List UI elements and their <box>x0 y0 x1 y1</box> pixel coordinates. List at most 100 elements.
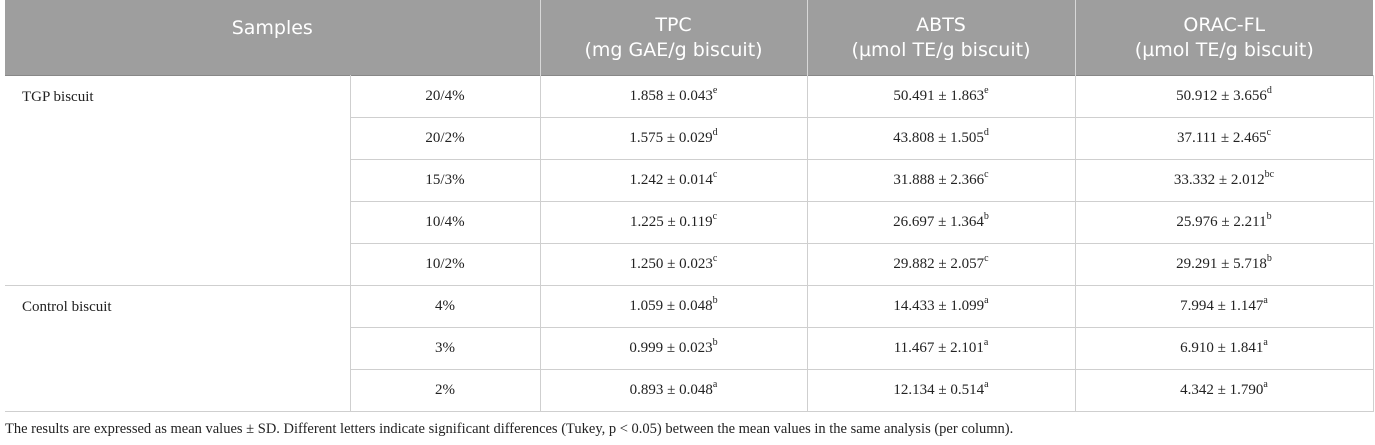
value-text: 26.697 ± 1.364 <box>893 214 984 230</box>
header-title: ORAC-FL <box>1183 13 1266 36</box>
significance-letter: b <box>712 295 718 306</box>
value-text: 1.225 ± 0.119 <box>629 214 713 230</box>
value-cell: 14.433 ± 1.099a <box>806 285 1076 328</box>
value-text: 29.882 ± 2.057 <box>893 256 985 272</box>
value-text: 14.433 ± 1.099 <box>893 298 985 314</box>
header-cell: Samples <box>5 0 541 76</box>
value-text: 0.893 ± 0.048 <box>629 382 713 398</box>
value-cell: 33.332 ± 2.012bc <box>1074 159 1374 202</box>
value-cell: 7.994 ± 1.147a <box>1074 285 1374 328</box>
table-row: TGP biscuit 20/4% 1.858 ± 0.043e 50.491 ± 1… <box>5 75 1374 286</box>
value-text: 1.575 ± 0.029 <box>629 130 713 146</box>
header-cell: ABTS (µmol TE/g biscuit) <box>806 0 1076 76</box>
value-text: 1.242 ± 0.014 <box>629 172 713 188</box>
group-label: Control biscuit <box>5 285 351 412</box>
value-cell: 25.976 ± 2.211b <box>1074 201 1374 244</box>
value-text: 31.888 ± 2.366 <box>893 172 985 188</box>
value-text: 1.059 ± 0.048 <box>629 298 713 314</box>
value-text: 25.976 ± 2.211 <box>1176 214 1267 230</box>
footnote: The results are expressed as mean values… <box>5 421 1014 437</box>
value-cell: 29.882 ± 2.057c <box>806 243 1076 286</box>
value-cell: 1.225 ± 0.119c <box>539 201 808 244</box>
significance-letter: a <box>984 379 989 390</box>
data-table: Samples TPC (mg GAE/g biscuit) ABTS (µmol T… <box>5 0 1374 412</box>
value-cell: 1.242 ± 0.014c <box>539 159 808 202</box>
value-cell: 1.575 ± 0.029d <box>539 117 808 160</box>
value-text: 7.994 ± 1.147 <box>1180 298 1264 314</box>
header-cell: ORAC-FL (µmol TE/g biscuit) <box>1074 0 1374 76</box>
table-row: 2% 0.893 ± 0.048a 12.134 ± 0.514a 4.342 ± 1… <box>5 369 1374 412</box>
significance-letter: b <box>1266 253 1272 264</box>
significance-letter: c <box>984 169 989 180</box>
table-row: 15/3% 1.242 ± 0.014c 31.888 ± 2.366c 33.332… <box>5 159 1374 202</box>
table-row: 20/2% 1.575 ± 0.029d 43.808 ± 1.505d 37.111… <box>5 117 1374 160</box>
sample-cell: 15/3% <box>349 159 541 202</box>
sample-cell: 10/2% <box>349 243 541 286</box>
header-cell: TPC (mg GAE/g biscuit) <box>539 0 808 76</box>
value-text: 33.332 ± 2.012 <box>1173 172 1265 188</box>
value-text: 43.808 ± 1.505 <box>893 130 984 146</box>
significance-letter: bc <box>1264 169 1275 180</box>
value-text: 29.291 ± 5.718 <box>1176 256 1267 272</box>
value-cell: 11.467 ± 2.101a <box>806 327 1076 370</box>
value-cell: 31.888 ± 2.366c <box>806 159 1076 202</box>
header-unit: (µmol TE/g biscuit) <box>1134 38 1314 61</box>
value-cell: 43.808 ± 1.505d <box>806 117 1076 160</box>
significance-letter: e <box>712 85 718 96</box>
value-text: 1.250 ± 0.023 <box>629 256 713 272</box>
value-cell: 1.059 ± 0.048b <box>539 285 808 328</box>
significance-letter: c <box>984 253 989 264</box>
significance-letter: c <box>712 169 718 180</box>
significance-letter: a <box>712 379 718 390</box>
page: Samples TPC (mg GAE/g biscuit) ABTS (µmol T… <box>5 0 1374 437</box>
value-text: 50.491 ± 1.863 <box>893 88 985 104</box>
header-unit: (mg GAE/g biscuit) <box>584 38 763 61</box>
value-cell: 50.912 ± 3.656d <box>1074 75 1374 118</box>
significance-letter: c <box>1266 127 1272 138</box>
sample-cell: 20/4% <box>349 75 541 118</box>
value-text: 4.342 ± 1.790 <box>1180 382 1264 398</box>
table-body: TGP biscuit 20/4% 1.858 ± 0.043e 50.491 ± 1… <box>5 75 1374 412</box>
value-cell: 0.893 ± 0.048a <box>539 369 808 412</box>
value-cell: 29.291 ± 5.718b <box>1074 243 1374 286</box>
significance-letter: d <box>983 127 989 138</box>
header-unit: (µmol TE/g biscuit) <box>851 38 1031 61</box>
value-cell: 6.910 ± 1.841a <box>1074 327 1374 370</box>
value-cell: 1.250 ± 0.023c <box>539 243 808 286</box>
value-text: 12.134 ± 0.514 <box>893 382 985 398</box>
sample-cell: 10/4% <box>349 201 541 244</box>
group-label: TGP biscuit <box>5 75 351 286</box>
sample-cell: 2% <box>349 369 541 412</box>
value-cell: 1.858 ± 0.043e <box>539 75 808 118</box>
table-row: 10/4% 1.225 ± 0.119c 26.697 ± 1.364b 25.976… <box>5 201 1374 244</box>
significance-letter: b <box>983 211 989 222</box>
significance-letter: a <box>983 337 989 348</box>
significance-letter: c <box>712 253 718 264</box>
significance-letter: a <box>984 295 989 306</box>
value-cell: 0.999 ± 0.023b <box>539 327 808 370</box>
table-row: 10/2% 1.250 ± 0.023c 29.882 ± 2.057c 29.291… <box>5 243 1374 286</box>
value-text: 11.467 ± 2.101 <box>893 340 984 356</box>
significance-letter: d <box>1266 85 1272 96</box>
value-text: 1.858 ± 0.043 <box>629 88 713 104</box>
value-cell: 50.491 ± 1.863e <box>806 75 1076 118</box>
value-cell: 12.134 ± 0.514a <box>806 369 1076 412</box>
significance-letter: e <box>984 85 989 96</box>
significance-letter: a <box>1263 379 1268 390</box>
value-text: 0.999 ± 0.023 <box>629 340 713 356</box>
significance-letter: b <box>712 337 718 348</box>
value-cell: 26.697 ± 1.364b <box>806 201 1076 244</box>
significance-letter: a <box>1263 337 1268 348</box>
table-row: Control biscuit 4% 1.059 ± 0.048b 14.433 ± … <box>5 285 1374 412</box>
header-title: ABTS <box>916 13 966 36</box>
header-row: Samples TPC (mg GAE/g biscuit) ABTS (µmol T… <box>5 0 1374 76</box>
significance-letter: a <box>1263 295 1268 306</box>
sample-cell: 20/2% <box>349 117 541 160</box>
value-text: 50.912 ± 3.656 <box>1176 88 1267 104</box>
value-text: 37.111 ± 2.465 <box>1176 130 1267 146</box>
header-title: TPC <box>655 13 692 36</box>
significance-letter: d <box>712 127 718 138</box>
value-cell: 37.111 ± 2.465c <box>1074 117 1374 160</box>
significance-letter: c <box>712 211 718 222</box>
significance-letter: b <box>1266 211 1272 222</box>
